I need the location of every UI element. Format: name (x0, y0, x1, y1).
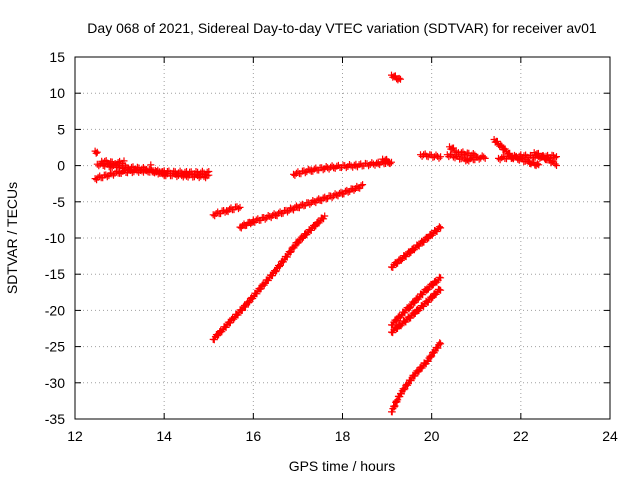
data-point-run (272, 202, 302, 220)
data-series-segment (388, 285, 445, 337)
data-point-run (91, 147, 101, 157)
data-point-run (419, 223, 445, 246)
y-tick-label: -5 (53, 194, 66, 210)
data-series-segment (454, 148, 480, 161)
data-point-run (240, 267, 280, 311)
data-points (91, 71, 560, 416)
x-axis-label: GPS time / hours (289, 458, 396, 474)
chart-title: Day 068 of 2021, Sidereal Day-to-day VTE… (87, 20, 597, 36)
x-tick-label: 16 (246, 428, 262, 444)
x-tick-label: 12 (67, 428, 83, 444)
y-tick-label: -25 (45, 339, 65, 355)
data-point-run (423, 339, 445, 365)
data-point-run (307, 162, 338, 175)
data-series-segment (417, 150, 445, 162)
data-series-segment (388, 71, 404, 84)
data-point-run (388, 304, 413, 329)
y-tick-label: -35 (45, 411, 65, 427)
y-tick-label: 0 (57, 158, 65, 174)
data-series-segment (379, 155, 393, 167)
data-series-segment (91, 147, 101, 157)
data-point-run (410, 357, 431, 380)
grid-lines (75, 57, 610, 419)
data-series-segment (290, 157, 395, 179)
data-point-run (423, 273, 445, 293)
data-point-run (405, 286, 431, 311)
data-point-run (530, 149, 560, 169)
y-tick-label: 10 (49, 85, 65, 101)
data-series-segment (530, 149, 560, 169)
data-point-run (209, 302, 248, 344)
y-tick-label: 15 (49, 49, 65, 65)
data-point-run (417, 150, 445, 162)
x-tick-label: 18 (335, 428, 351, 444)
data-series-segment (209, 212, 329, 344)
x-tick-label: 24 (602, 428, 618, 444)
data-point-run (526, 158, 543, 170)
data-series-segment (147, 161, 155, 169)
data-point (147, 161, 155, 169)
data-point-run (183, 171, 213, 182)
data-point-run (294, 195, 324, 212)
x-tick-label: 14 (156, 428, 172, 444)
x-tick-label: 20 (424, 428, 440, 444)
data-point-run (379, 155, 393, 167)
y-tick-label: -20 (45, 302, 65, 318)
data-point-run (111, 157, 128, 169)
data-point-run (352, 158, 382, 171)
data-point-run (339, 181, 367, 198)
axis-ticks (74, 56, 611, 420)
y-tick-label: 5 (57, 121, 65, 137)
data-point-run (160, 169, 190, 181)
y-tick-label: -15 (45, 266, 65, 282)
data-point-run (423, 285, 445, 306)
data-point-run (272, 239, 302, 275)
data-series-segment (388, 223, 445, 271)
data-point-run (388, 71, 404, 84)
data-series-segment (388, 339, 445, 416)
x-tick-label: 22 (513, 428, 529, 444)
data-point-run (388, 390, 404, 416)
x-tick-labels: 12 14 16 18 20 22 24 (67, 428, 618, 444)
data-series-segment (209, 203, 244, 220)
y-axis-label: SDTVAR / TECUs (4, 182, 20, 294)
data-point-run (223, 203, 244, 216)
data-point-run (316, 188, 346, 205)
y-tick-labels: 15 10 5 0 -5 -10 -15 -20 -25 -30 -35 (45, 49, 65, 427)
data-point-run (249, 210, 280, 226)
data-series-segment (236, 181, 367, 232)
data-series-segment (388, 273, 445, 329)
data-point-run (294, 212, 329, 246)
y-tick-label: -30 (45, 375, 65, 391)
y-tick-label: -10 (45, 230, 65, 246)
data-point-run (142, 165, 168, 180)
data-series-segment (98, 157, 128, 169)
data-point-run (454, 148, 480, 161)
